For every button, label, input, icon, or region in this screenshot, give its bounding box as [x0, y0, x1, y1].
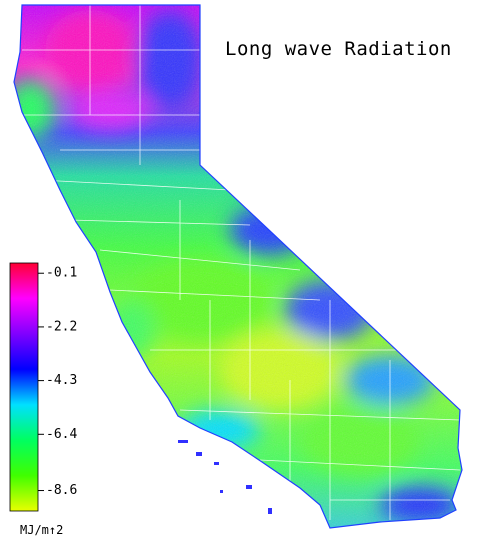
colorbar-ramp — [9, 262, 39, 512]
county-lines — [22, 5, 461, 520]
map-title: Long wave Radiation — [225, 38, 452, 60]
colorbar-tick-label: -0.1 — [46, 266, 77, 281]
colorbar-tick-label: -2.2 — [46, 319, 77, 334]
colorbar-tick-label: -6.4 — [46, 427, 77, 442]
colorbar: -0.1 -2.2 -4.3 -6.4 -8.6 — [9, 262, 77, 512]
colorbar-tick-label: -8.6 — [46, 483, 77, 498]
colorbar-tick-label: -4.3 — [46, 373, 77, 388]
islands — [178, 440, 272, 514]
colorbar-unit: MJ/m↑2 — [20, 523, 63, 537]
